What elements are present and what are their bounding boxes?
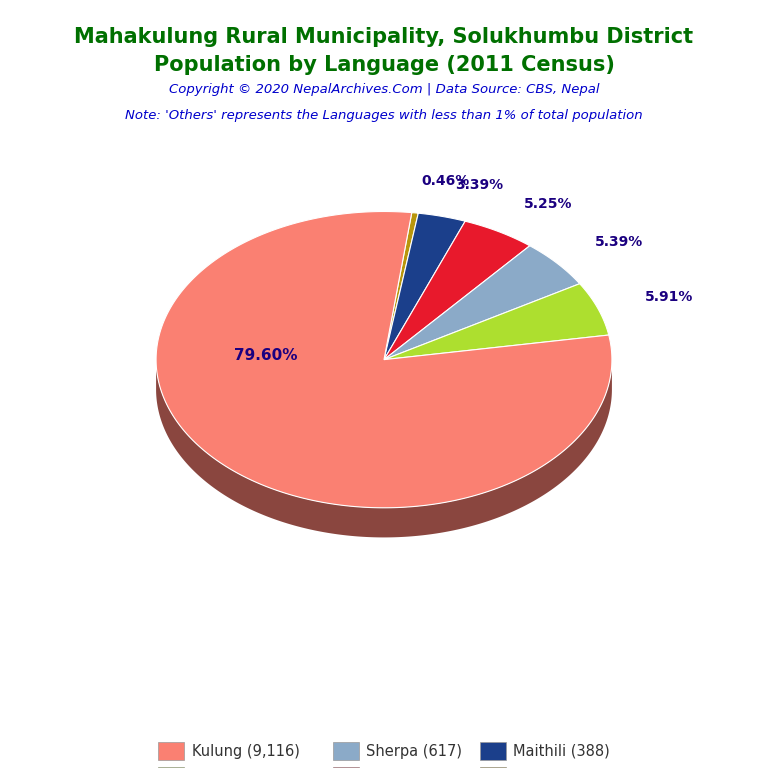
Polygon shape	[384, 246, 580, 359]
Text: Note: 'Others' represents the Languages with less than 1% of total population: Note: 'Others' represents the Languages …	[125, 109, 643, 122]
Text: 79.60%: 79.60%	[233, 348, 297, 362]
Polygon shape	[384, 221, 530, 359]
Text: Mahakulung Rural Municipality, Solukhumbu District: Mahakulung Rural Municipality, Solukhumb…	[74, 27, 694, 47]
Text: 5.39%: 5.39%	[595, 235, 644, 249]
Legend: Kulung (9,116), Nachhiring (677), Sherpa (617), Nepali (601), Maithili (388), Ot: Kulung (9,116), Nachhiring (677), Sherpa…	[151, 735, 617, 768]
Text: Copyright © 2020 NepalArchives.Com | Data Source: CBS, Nepal: Copyright © 2020 NepalArchives.Com | Dat…	[169, 83, 599, 96]
Polygon shape	[156, 211, 612, 508]
Text: 3.39%: 3.39%	[455, 178, 503, 192]
Text: 5.25%: 5.25%	[525, 197, 573, 210]
Polygon shape	[156, 361, 612, 538]
Polygon shape	[384, 214, 465, 359]
Polygon shape	[384, 283, 609, 359]
Text: 5.91%: 5.91%	[645, 290, 694, 304]
Polygon shape	[384, 213, 419, 359]
Text: 0.46%: 0.46%	[422, 174, 470, 187]
Text: Population by Language (2011 Census): Population by Language (2011 Census)	[154, 55, 614, 75]
